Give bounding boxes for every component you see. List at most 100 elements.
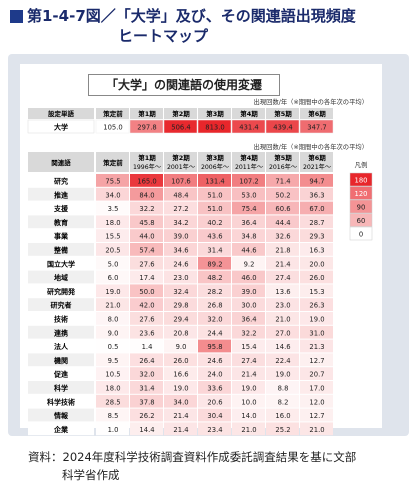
heatmap-cell: [130, 312, 163, 325]
heatmap-cell-value: 21.0: [105, 302, 120, 310]
heatmap-cell-value: 29.8: [173, 302, 188, 310]
heatmap-cell-value: 50.0: [139, 288, 154, 296]
heatmap-cell: [266, 215, 299, 229]
heatmap-cell-value: 23.0: [275, 302, 290, 310]
heatmap-cell-value: 24.6: [173, 260, 188, 268]
heatmap-cell-value: 21.4: [241, 371, 256, 379]
legend-tick-label: 90: [357, 204, 366, 212]
heatmap-cell: [232, 394, 265, 408]
heatmap-cell: [300, 174, 333, 187]
heatmap-cell: [300, 215, 333, 229]
heatmap-cell-value: 18.0: [105, 219, 120, 227]
heatmap-cell-value: 20.8: [173, 329, 188, 337]
heatmap-cell-value: 19.0: [105, 288, 120, 296]
heatmap-cell-value: 32.4: [173, 288, 188, 296]
heatmap-cell-value: 28.5: [105, 398, 120, 406]
figure-title-text: 第1-4-7図／「大学」及び、その関連語出現頻度: [27, 7, 356, 25]
heatmap-cell: [266, 367, 299, 380]
heatmap-cell: [130, 215, 163, 229]
heatmap-cell: [232, 270, 265, 284]
heatmap-cell-value: 1.0: [108, 426, 119, 434]
row-label: 研究開発: [47, 287, 76, 296]
heatmap-cell-value: 13.6: [275, 288, 290, 296]
heatmap-cell: [266, 174, 299, 187]
heatmap-cell: [300, 353, 333, 367]
heatmap-cell: [164, 201, 197, 215]
top-cell-value: 439.4: [273, 124, 292, 132]
heatmap-cell: [96, 215, 129, 229]
source-note-line-2: 科学省作成: [62, 468, 120, 482]
top-cell: [299, 119, 334, 134]
main-column-header-label: 第3期: [206, 153, 224, 162]
heatmap-cell-value: 57.4: [139, 247, 154, 255]
heatmap-cell: [164, 243, 197, 256]
heatmap-cell: [164, 298, 197, 311]
heatmap-cell: [232, 367, 265, 380]
heatmap-cell: [198, 201, 231, 215]
heatmap-cell-value: 31.0: [309, 329, 324, 337]
heatmap-cell: [266, 408, 299, 422]
top-column-header-label: 第3期: [206, 109, 224, 118]
top-cell-value: 105.0: [103, 124, 122, 132]
row-label-cell: [28, 298, 94, 311]
heatmap-cell-value: 20.7: [309, 371, 324, 379]
heatmap-cell-value: 0.5: [108, 343, 119, 351]
heatmap-cell: [266, 201, 299, 215]
heatmap-cell-value: 9.2: [244, 260, 255, 268]
heatmap-cell-value: 34.2: [173, 219, 188, 227]
top-row-header-label: 設定単語: [48, 109, 75, 118]
row-label-cell: [28, 187, 94, 201]
main-column-header-label: 第1期: [138, 153, 156, 162]
row-label-cell: [28, 422, 94, 436]
heatmap-cell-value: 32.2: [139, 205, 154, 213]
heatmap-cell-value: 24.6: [207, 357, 222, 365]
heatmap-cell-value: 67.0: [309, 205, 324, 213]
heatmap-cell-value: 34.8: [241, 233, 256, 241]
heatmap-cell: [96, 174, 129, 187]
heatmap-cell-value: 12.7: [309, 412, 324, 420]
heatmap-cell-value: 16.3: [309, 247, 324, 255]
row-label: 研究者: [51, 301, 72, 310]
heatmap-cell-value: 19.0: [309, 316, 324, 324]
row-label-cell: [28, 243, 94, 256]
heatmap-cell-value: 26.3: [309, 302, 324, 310]
row-label-cell: [28, 353, 94, 367]
top-row-label: 大学: [54, 123, 68, 132]
heatmap-cell-value: 6.0: [108, 274, 119, 282]
row-label: 支援: [53, 204, 69, 213]
heatmap-cell-value: 12.7: [309, 357, 324, 365]
heatmap-cell-value: 48.2: [207, 274, 222, 282]
heatmap-cell: [164, 353, 197, 367]
top-column-header-cell: [266, 108, 299, 119]
heatmap-cell-value: 27.0: [275, 329, 290, 337]
heatmap-cell: [198, 325, 231, 339]
heatmap-cell-value: 28.7: [309, 219, 324, 227]
heatmap-cell: [130, 284, 163, 298]
heatmap-cell: [232, 408, 265, 422]
heatmap-cell-value: 21.0: [241, 426, 256, 434]
heatmap-cell-value: 14.6: [275, 343, 290, 351]
heatmap-cell-value: 32.6: [275, 233, 290, 241]
heatmap-cell: [164, 174, 197, 187]
row-label: 推進: [54, 190, 68, 199]
heatmap-cell: [164, 339, 197, 353]
row-label-cell: [28, 381, 94, 394]
heatmap-cell: [198, 229, 231, 242]
row-label-cell: [28, 325, 94, 339]
heatmap-cell-value: 23.6: [139, 329, 154, 337]
heatmap-cell: [232, 325, 265, 339]
row-label-cell: [28, 312, 94, 325]
heatmap-cell-value: 21.4: [173, 412, 188, 420]
heatmap-cell-value: 44.4: [275, 219, 290, 227]
row-label-cell: [28, 367, 94, 380]
heatmap-cell-value: 19.0: [275, 371, 290, 379]
top-cell: [265, 119, 300, 134]
heatmap-cell-value: 21.8: [275, 247, 290, 255]
heatmap-cell-value: 30.4: [207, 412, 222, 420]
heatmap-cell: [266, 243, 299, 256]
heatmap-cell-value: 24.4: [207, 329, 222, 337]
heatmap-cell: [130, 270, 163, 284]
main-column-header-period: 2016年～: [269, 163, 297, 171]
heatmap-cell: [232, 243, 265, 256]
heatmap-cell: [198, 243, 231, 256]
